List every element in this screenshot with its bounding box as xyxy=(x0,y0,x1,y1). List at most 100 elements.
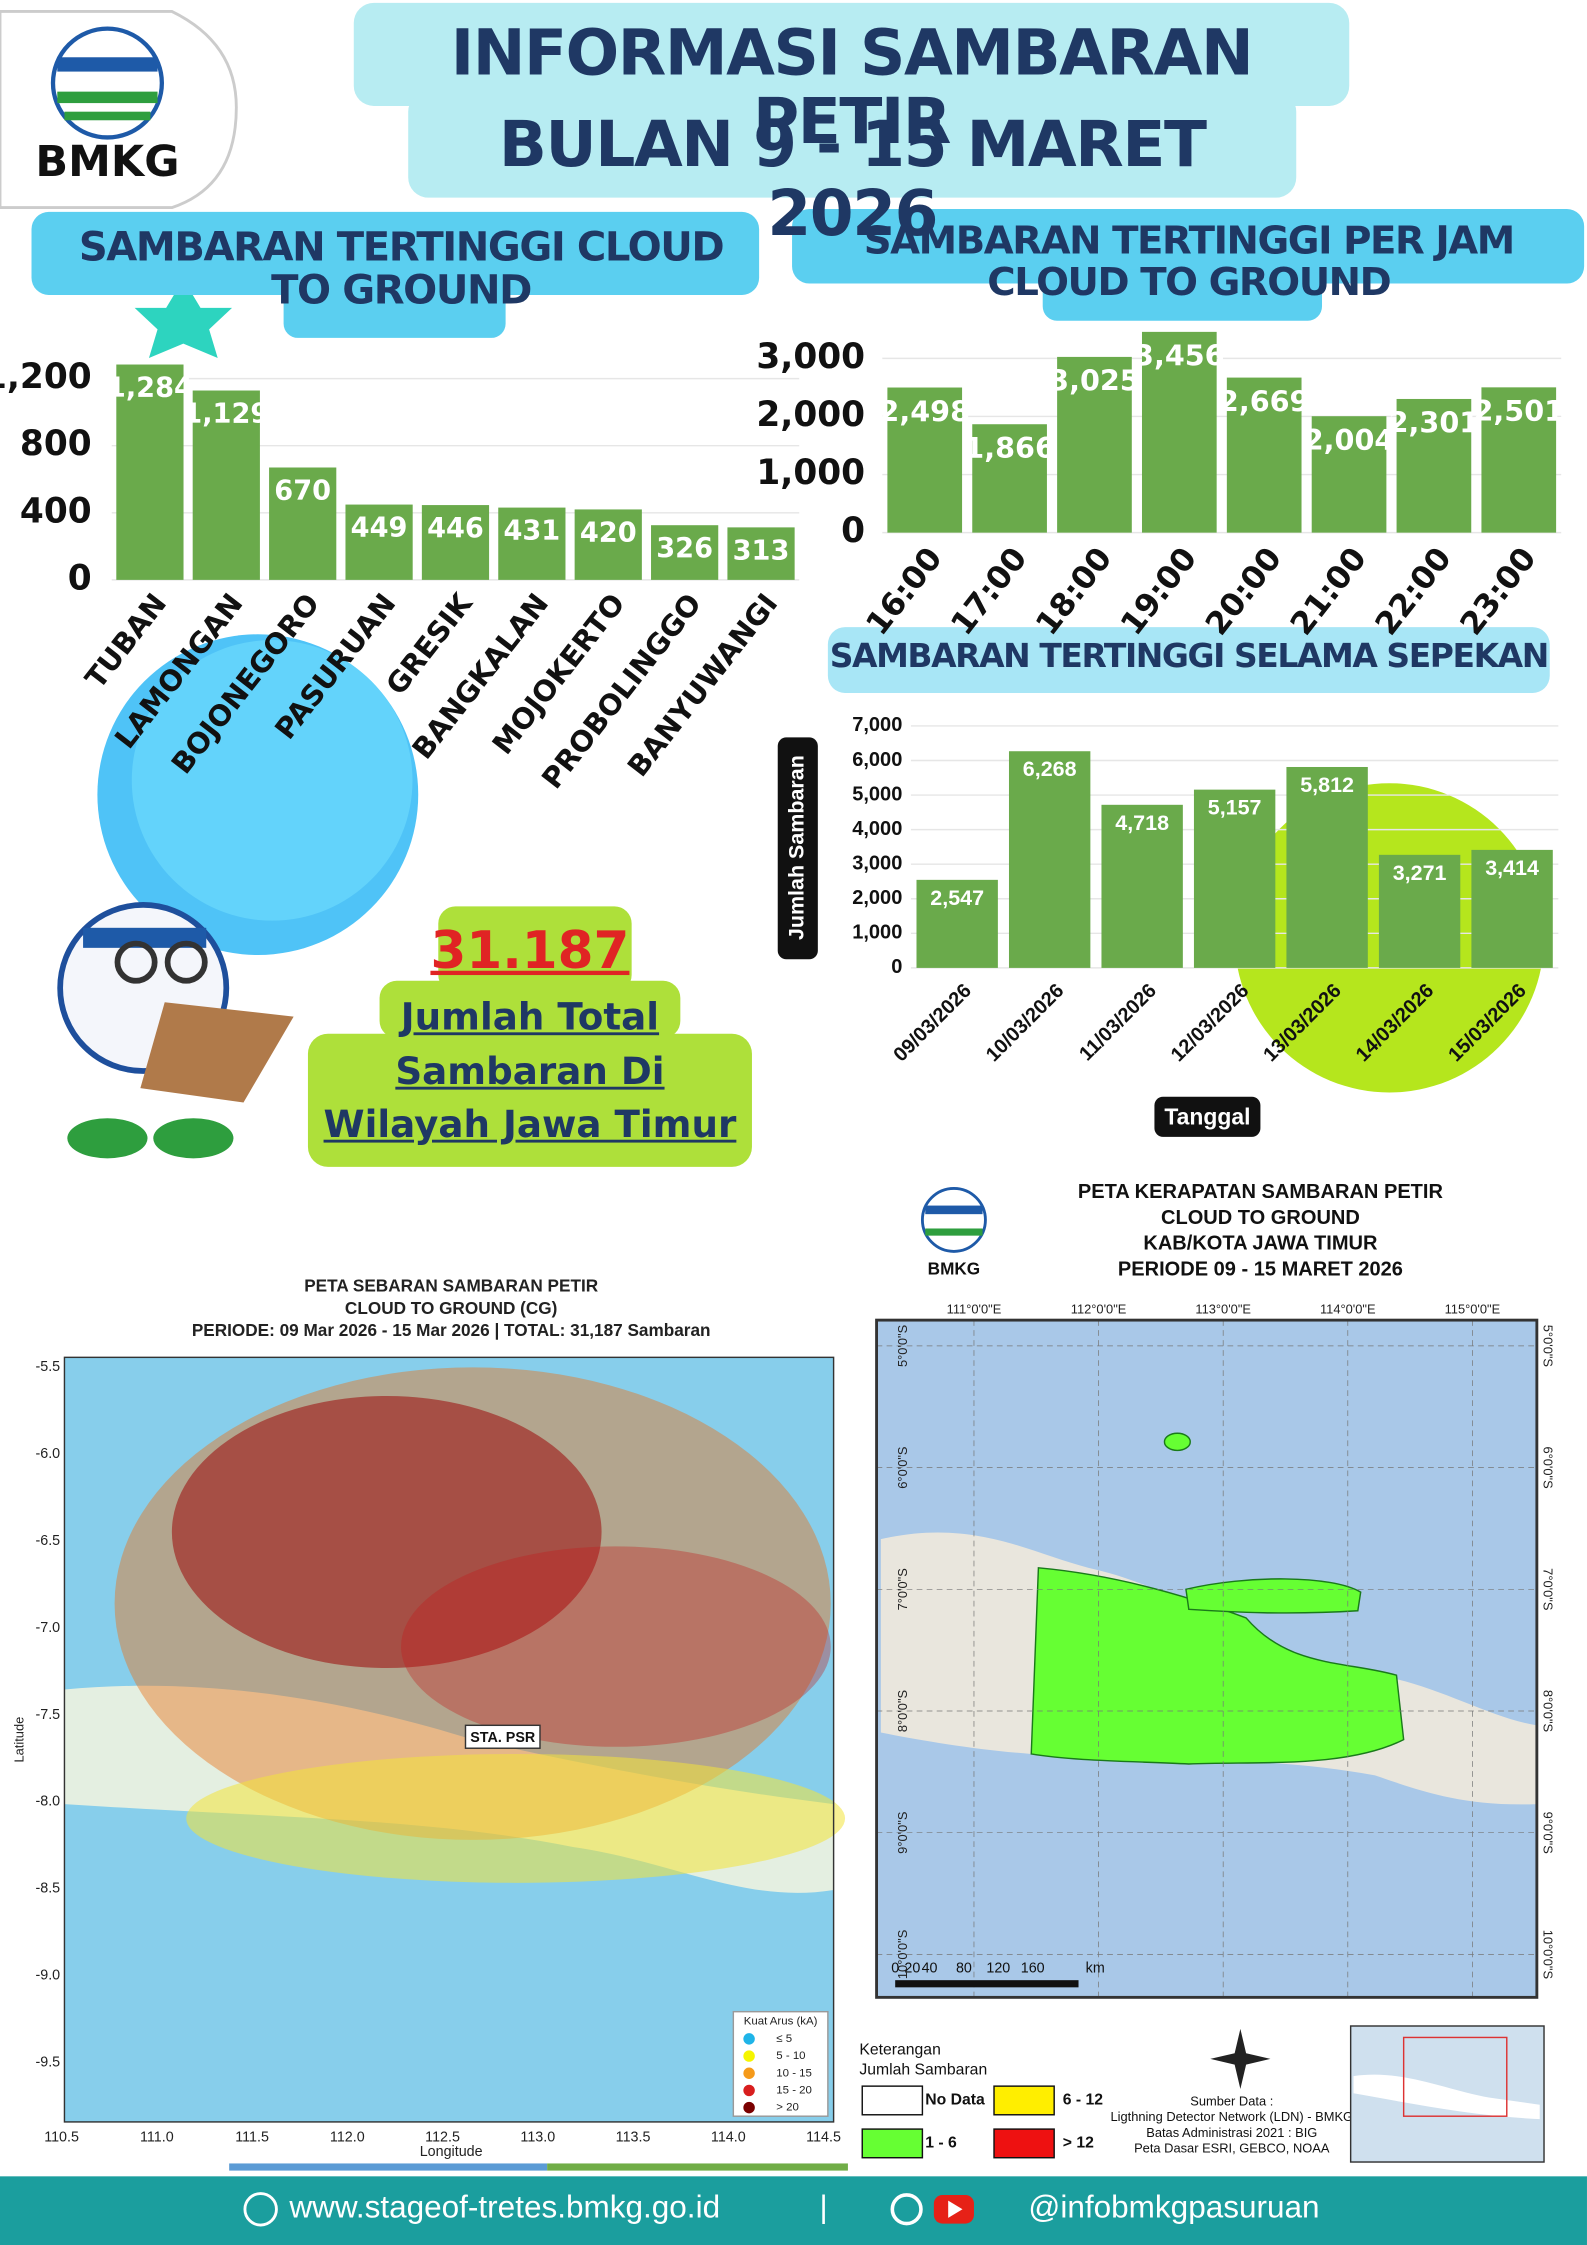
x-tick-label: 16:00 xyxy=(859,541,949,642)
bar xyxy=(345,504,413,580)
strike-density xyxy=(186,1753,846,1883)
y-tick-label: 6,000 xyxy=(852,749,902,771)
map-y-tick: -9.0 xyxy=(35,1968,60,1984)
value-label: 5,157 xyxy=(1208,796,1262,820)
mascot-glasses xyxy=(114,940,158,984)
map-title: PERIODE: 09 Mar 2026 - 15 Mar 2026 | TOT… xyxy=(192,1320,711,1340)
value-label: 4,718 xyxy=(1115,811,1169,835)
header-title: BULAN 9 - 15 MARET 2026 xyxy=(498,108,1207,250)
bar xyxy=(498,507,566,580)
x-tick-label: 23:00 xyxy=(1454,541,1544,642)
value-label: 2,004 xyxy=(1304,423,1395,457)
total-caption: Sambaran Di xyxy=(395,1050,665,1094)
station-label: STA. PSR xyxy=(470,1730,536,1746)
legend-title: Kuat Arus (kA) xyxy=(744,2016,818,2028)
bar xyxy=(574,509,642,580)
bar xyxy=(1311,416,1387,533)
bar xyxy=(1193,789,1276,968)
value-label: 2,501 xyxy=(1473,394,1564,428)
bar xyxy=(1378,854,1461,968)
bar xyxy=(651,525,719,580)
legend-swatch xyxy=(861,2128,924,2159)
map-x-tick: 110.5 xyxy=(44,2129,79,2145)
station-box xyxy=(464,1724,541,1749)
map-x-tick: 114.0 xyxy=(711,2129,746,2145)
legend-box xyxy=(732,2010,829,2117)
footer-accent xyxy=(229,2163,548,2171)
value-label: 2,669 xyxy=(1219,384,1310,418)
legend-label: 6 - 12 xyxy=(1063,2092,1104,2109)
legend-swatch xyxy=(743,2033,755,2045)
mascot-shoe xyxy=(67,1118,148,1159)
legend-label: 1 - 6 xyxy=(925,2135,957,2152)
y-tick-label: 0 xyxy=(841,511,865,551)
map-lat-label: 7°0'0"S xyxy=(895,1568,910,1610)
source-text: Ligthning Detector Network (LDN) - BMKG xyxy=(1110,2109,1353,2124)
legend-label: 10 - 15 xyxy=(776,2067,812,2079)
logo-emblem xyxy=(50,26,164,140)
value-label: 420 xyxy=(580,517,637,548)
value-label: 1,866 xyxy=(964,431,1055,465)
map-frame xyxy=(875,1318,1539,1999)
y-tick-label: 1,000 xyxy=(852,922,902,944)
source-text: Batas Administrasi 2021 : BIG xyxy=(1146,2125,1317,2140)
legend-swatch xyxy=(743,2050,755,2062)
bar xyxy=(887,387,963,533)
bar xyxy=(1008,751,1091,968)
total-box xyxy=(307,1033,752,1167)
legend-label: > 12 xyxy=(1063,2135,1094,2152)
map-x-tick: 112.0 xyxy=(330,2129,365,2145)
x-tick-label: BANGKALAN xyxy=(405,587,555,766)
map-lat-label: 6°0'0"S xyxy=(895,1446,910,1488)
legend-title: Keterangan xyxy=(859,2041,940,2058)
map-x-tick: 113.0 xyxy=(520,2129,555,2145)
bar xyxy=(1226,377,1302,533)
header-title: INFORMASI SAMBARAN PETIR xyxy=(450,17,1254,159)
value-label: 2,498 xyxy=(879,394,970,428)
legend-swatch xyxy=(861,2085,924,2116)
map-title: CLOUD TO GROUND (CG) xyxy=(345,1298,557,1318)
map-y-tick: -7.0 xyxy=(35,1620,60,1636)
value-label: 3,414 xyxy=(1485,856,1539,880)
y-tick-label: 3,000 xyxy=(852,852,902,874)
bar xyxy=(269,467,337,580)
map-lon-label: 115°0'0"E xyxy=(1445,1302,1501,1317)
y-tick-label: 2,000 xyxy=(756,395,865,435)
footer-social[interactable]: @infobmkgpasuruan xyxy=(1028,2189,1319,2225)
map-lat-label: 9°0'0"S xyxy=(895,1812,910,1854)
logo-stripe xyxy=(925,1205,983,1215)
map-title: PETA SEBARAN SAMBARAN PETIR xyxy=(304,1276,598,1296)
bar xyxy=(1141,331,1217,533)
map-lat-label: 5°0'0"S xyxy=(1540,1325,1555,1367)
map-lat-label: 8°0'0"S xyxy=(895,1690,910,1732)
title-box xyxy=(827,627,1550,693)
y-tick-label: 0 xyxy=(68,558,92,598)
header-box xyxy=(408,91,1297,198)
mascot-stripe xyxy=(83,927,207,948)
map-y-tick: -8.5 xyxy=(35,1881,60,1897)
x-tick-label: 09/03/2026 xyxy=(889,980,975,1066)
logo-stripe xyxy=(57,57,158,72)
x-axis-title-box xyxy=(1154,1096,1261,1137)
map-y-tick: -6.5 xyxy=(35,1533,60,1549)
map-lat-label: 10°0'0"S xyxy=(895,1930,910,1979)
y-axis-title-box xyxy=(777,737,818,960)
logo-stripe xyxy=(57,91,158,104)
header-box xyxy=(353,2,1350,106)
legend-label: 5 - 10 xyxy=(776,2050,805,2062)
map-x-tick: 111.0 xyxy=(140,2129,174,2145)
value-label: 3,456 xyxy=(1134,339,1225,373)
y-tick-label: 4,000 xyxy=(852,818,902,840)
instagram-icon[interactable] xyxy=(890,2193,923,2226)
map-lon-label: 111°0'0"E xyxy=(947,1302,1002,1317)
inset-land xyxy=(1353,2074,1540,2120)
bar xyxy=(1471,849,1553,968)
title-box xyxy=(1042,269,1323,321)
map-title: KAB/KOTA JAWA TIMUR xyxy=(1143,1233,1378,1255)
footer-bar xyxy=(0,2176,1587,2245)
bar xyxy=(916,879,998,968)
footer-website[interactable]: www.stageof-tretes.bmkg.go.id xyxy=(288,2189,720,2225)
map-y-tick: -5.5 xyxy=(35,1359,60,1375)
